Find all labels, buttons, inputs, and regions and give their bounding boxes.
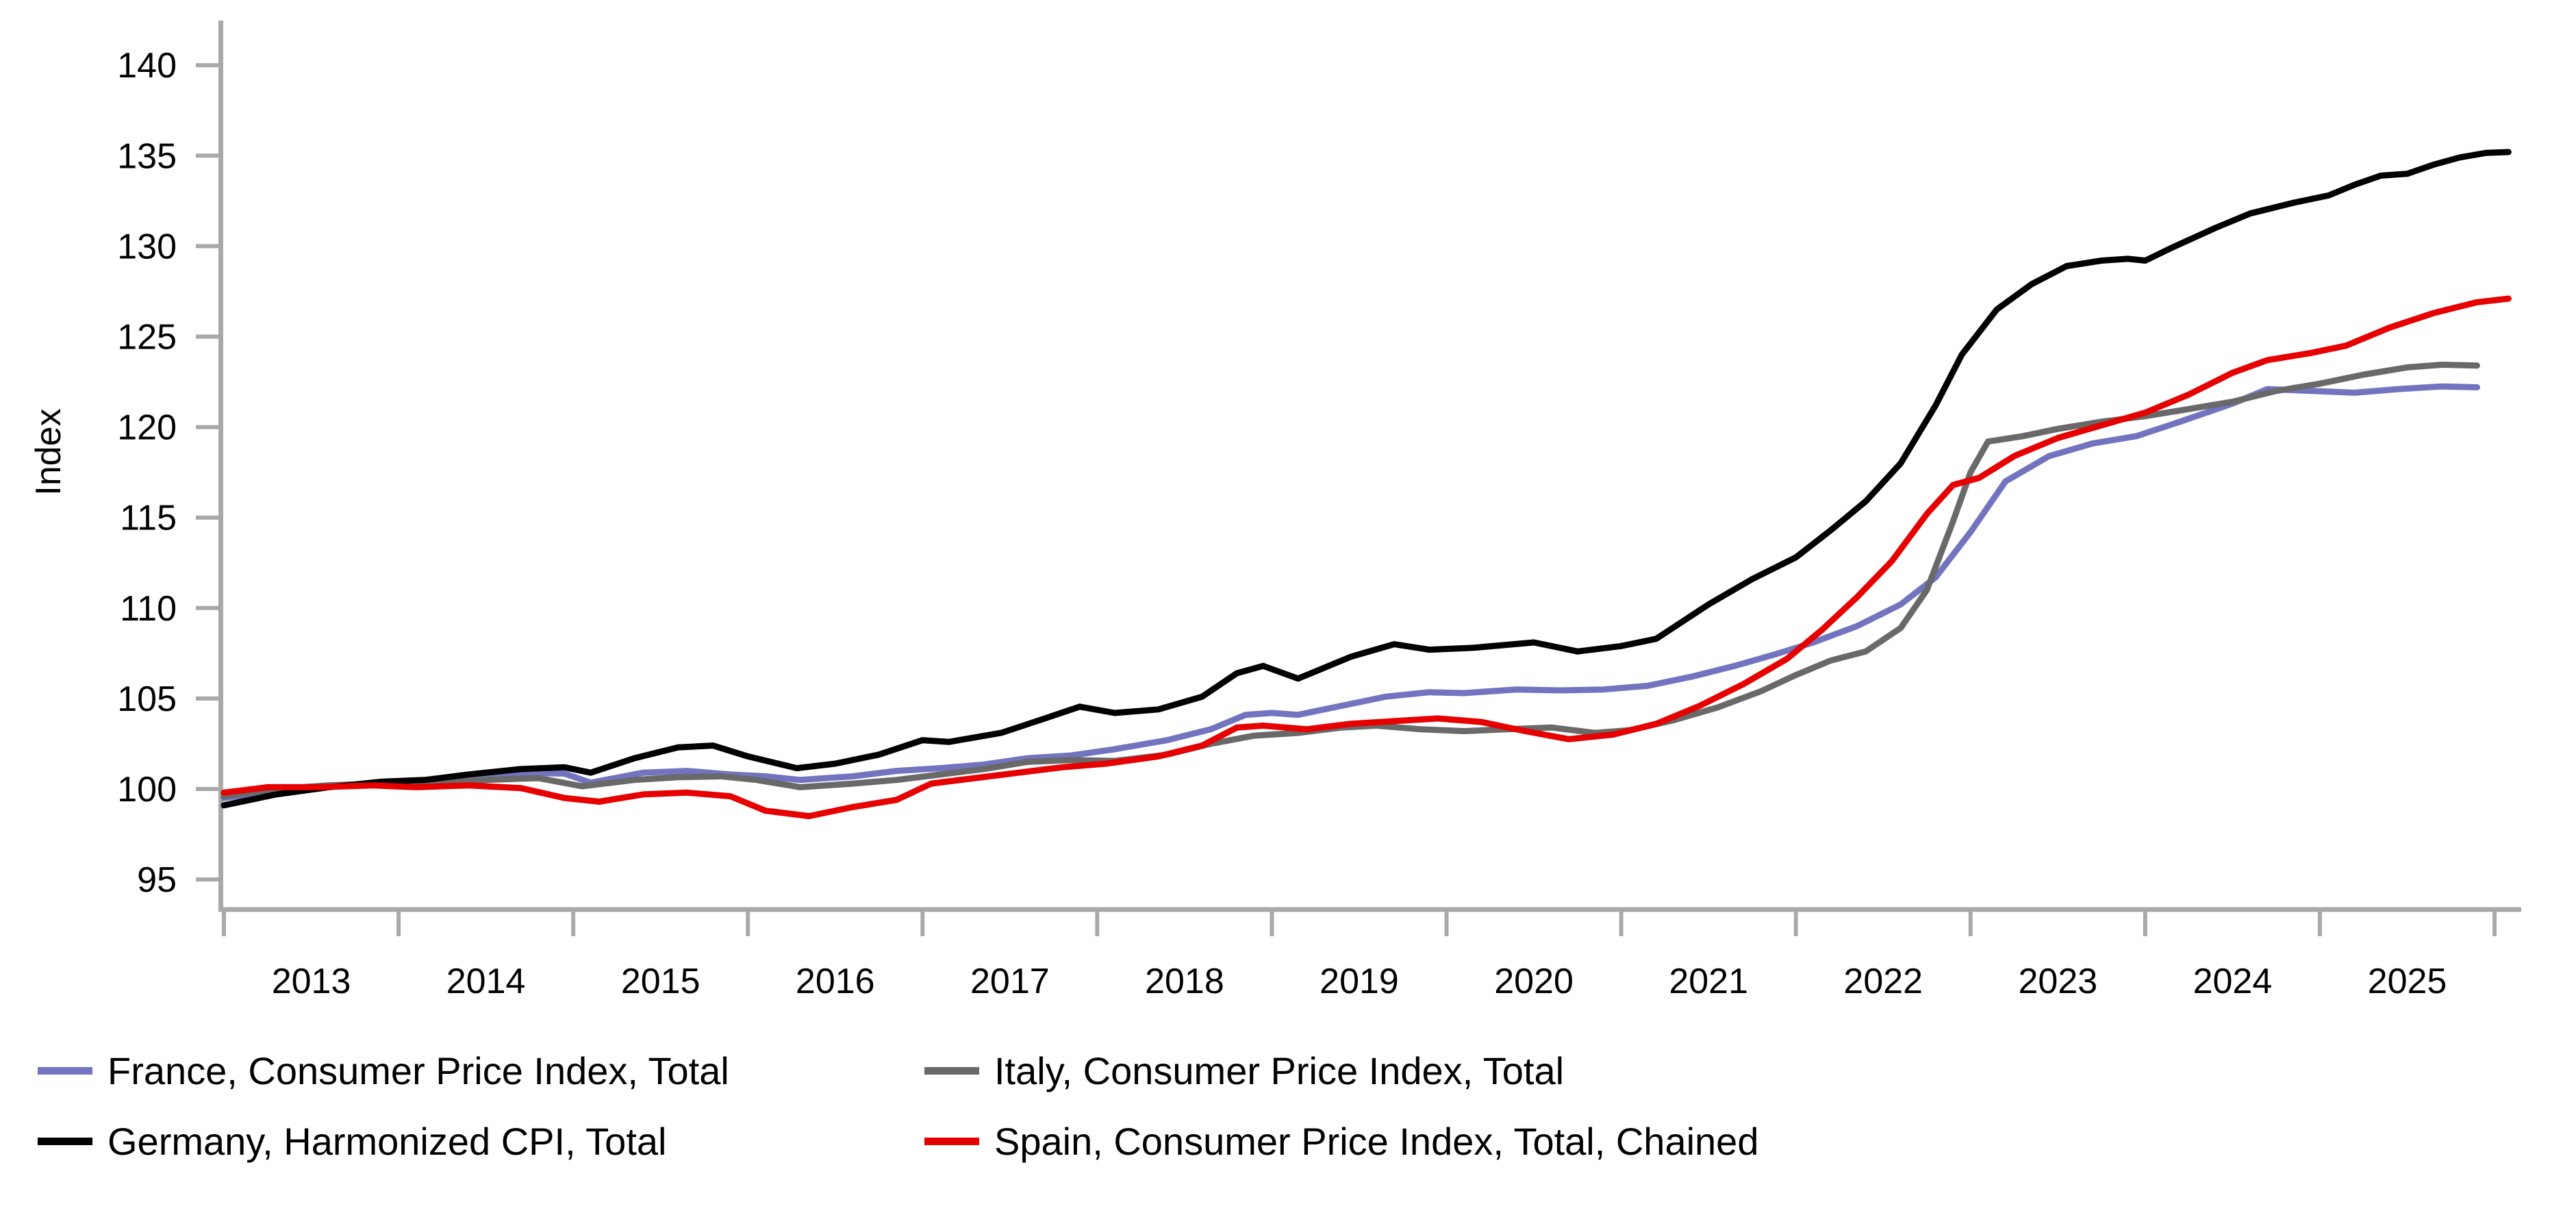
- x-tick-label: 2025: [2368, 962, 2447, 1001]
- series-line-italy: [220, 362, 2480, 800]
- italy-line-swatch-icon: [924, 1067, 979, 1075]
- x-tick-label: 2021: [1669, 962, 1748, 1001]
- x-tick-label: 2014: [446, 962, 526, 1001]
- germany-line-swatch-icon: [38, 1138, 92, 1145]
- y-tick-label: 140: [117, 46, 177, 86]
- france-line-swatch-icon: [38, 1067, 92, 1075]
- legend-row: France, Consumer Price Index, Total Ital…: [38, 1036, 2537, 1106]
- y-tick-label: 105: [117, 679, 177, 719]
- y-tick-label: 125: [117, 318, 177, 358]
- x-tick-label: 2023: [2018, 962, 2097, 1001]
- y-tick-label: 135: [117, 136, 177, 176]
- spain-line-swatch-icon: [924, 1138, 979, 1145]
- x-tick-label: 2020: [1494, 962, 1574, 1001]
- y-tick-label: 95: [137, 860, 177, 900]
- legend-item-italy: Italy, Consumer Price Index, Total: [924, 1049, 1564, 1093]
- x-tick-label: 2022: [1843, 962, 1923, 1001]
- legend-item-germany: Germany, Harmonized CPI, Total: [38, 1119, 924, 1164]
- x-tick-label: 2019: [1319, 962, 1399, 1001]
- series-line-germany: [220, 149, 2512, 809]
- y-axis-title: Index: [29, 408, 68, 495]
- series-line-france: [220, 383, 2480, 801]
- chart-legend: France, Consumer Price Index, Total Ital…: [38, 1036, 2537, 1177]
- x-tick-label: 2024: [2193, 962, 2273, 1001]
- x-tick-label: 2018: [1145, 962, 1224, 1001]
- legend-label-italy: Italy, Consumer Price Index, Total: [994, 1049, 1565, 1092]
- legend-label-france: France, Consumer Price Index, Total: [108, 1049, 729, 1092]
- legend-row: Germany, Harmonized CPI, Total Spain, Co…: [38, 1106, 2537, 1177]
- x-tick-label: 2015: [621, 962, 700, 1001]
- y-tick-label: 120: [117, 408, 177, 448]
- legend-item-france: France, Consumer Price Index, Total: [38, 1049, 924, 1093]
- x-tick-label: 2013: [272, 962, 351, 1001]
- y-tick-label: 115: [120, 499, 177, 538]
- y-tick-label: 130: [117, 227, 177, 266]
- legend-item-spain: Spain, Consumer Price Index, Total, Chai…: [924, 1119, 1758, 1164]
- y-tick-label: 110: [120, 589, 177, 629]
- series-line-spain: [220, 295, 2512, 820]
- legend-label-spain: Spain, Consumer Price Index, Total, Chai…: [994, 1120, 1759, 1163]
- x-tick-label: 2017: [970, 962, 1050, 1001]
- legend-label-germany: Germany, Harmonized CPI, Total: [108, 1120, 667, 1163]
- y-tick-label: 100: [117, 770, 177, 810]
- x-tick-label: 2016: [796, 962, 875, 1001]
